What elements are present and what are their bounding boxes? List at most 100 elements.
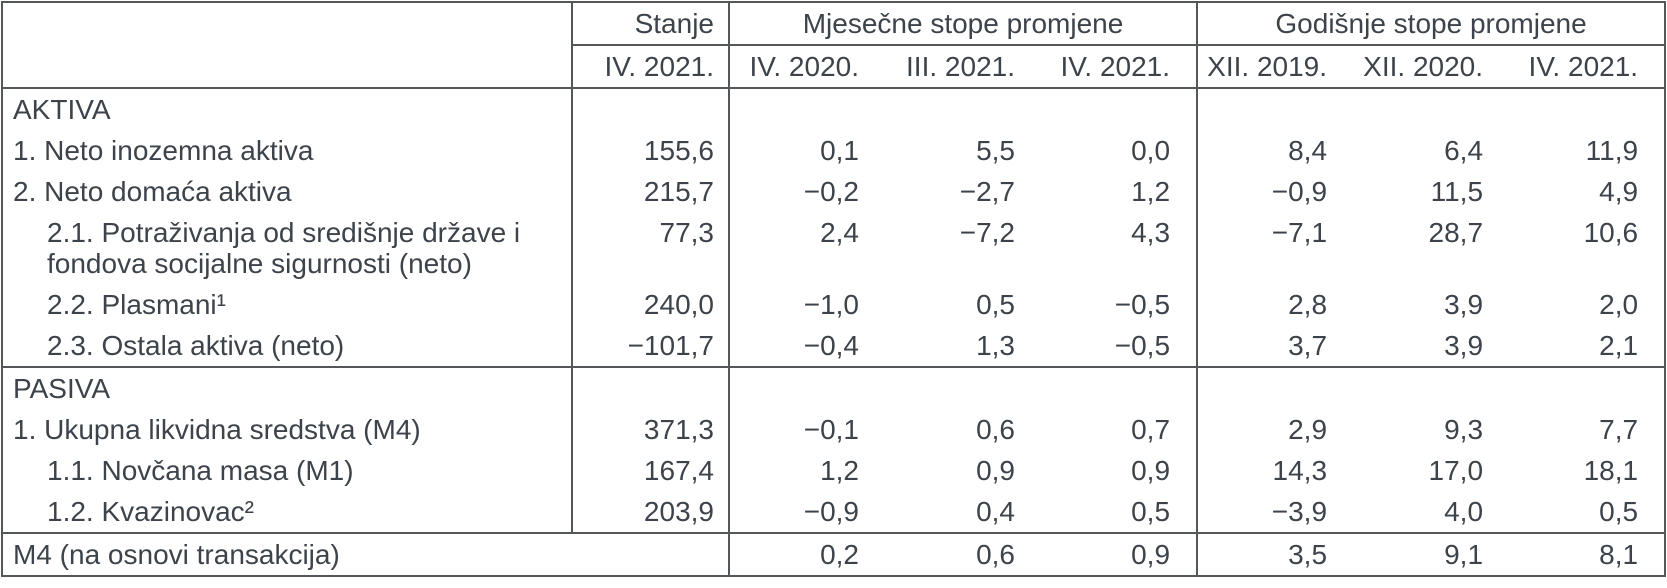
row-label: 2.3. Ostala aktiva (neto)	[47, 330, 345, 361]
cell-annual-1: 2,9	[1196, 409, 1354, 450]
cell-annual-3: 18,1	[1583, 455, 1639, 486]
cell-monthly-1	[728, 366, 885, 409]
cell-annual-1: −0,9	[1196, 171, 1354, 212]
cell-annual-1	[1196, 366, 1354, 409]
cell-annual-2: 28,7	[1428, 217, 1484, 248]
data-row-neto-domaca-aktiva: 2. Neto domaća aktiva 215,7 −0,2 −2,7 1,…	[2, 171, 1665, 212]
header-group-row: Stanje Mjesečne stope promjene Godišnje …	[2, 2, 1666, 89]
cell-stanje: 155,6	[571, 130, 729, 171]
header-stanje-title: Stanje	[571, 2, 729, 46]
cell-monthly-2	[885, 366, 1041, 409]
cell-monthly-2: 0,5	[976, 289, 1015, 320]
cell-annual-1	[1196, 88, 1354, 130]
cell-annual-1: −7,1	[1196, 212, 1354, 284]
cell-monthly-2: −2,7	[959, 176, 1015, 207]
cell-stanje: 371,3	[571, 409, 729, 450]
cell-monthly-2: 0,6	[976, 414, 1015, 445]
row-label: AKTIVA	[13, 94, 111, 125]
cell-annual-3: 4,9	[1599, 176, 1639, 207]
row-label: PASIVA	[2, 366, 572, 409]
cell-monthly-2	[885, 88, 1041, 130]
header-annual-period-3: IV. 2021.	[1509, 44, 1666, 89]
cell-annual-2: 3,9	[1444, 330, 1484, 361]
cell-annual-3: 11,9	[1585, 135, 1639, 166]
header-monthly-period-3: IV. 2021.	[1041, 44, 1198, 89]
cell-annual-1: −3,9	[1196, 491, 1354, 533]
cell-stanje: 167,4	[571, 450, 729, 491]
row-label: 1.1. Novčana masa (M1)	[47, 455, 354, 486]
cell-monthly-3	[1041, 366, 1198, 409]
cell-monthly-3: 0,9	[1041, 532, 1198, 576]
cell-monthly-3: −0,5	[1114, 330, 1171, 361]
cell-monthly-3: −0,5	[1114, 289, 1171, 320]
cell-monthly-1: 2,4	[728, 212, 885, 284]
header-label-column	[2, 2, 572, 89]
table-body: AKTIVA 1. Neto inozemna aktiva 155,6 0,1…	[2, 88, 1666, 576]
cell-stanje: −101,7	[571, 325, 729, 367]
cell-monthly-3: 0,5	[1131, 496, 1171, 527]
header-period-row: IV. 2021. IV. 2020. III. 2021. IV. 2021.…	[2, 44, 1666, 89]
cell-stanje: 203,9	[571, 491, 729, 533]
cell-stanje	[571, 88, 729, 130]
cell-annual-2: 17,0	[1428, 455, 1484, 486]
header-annual-period-1: XII. 2019.	[1196, 44, 1354, 89]
table-header: Stanje Mjesečne stope promjene Godišnje …	[2, 2, 1666, 89]
cell-monthly-1: 1,2	[728, 450, 885, 491]
header-annual-period-2: XII. 2020.	[1353, 44, 1510, 89]
monetary-aggregates-table: Stanje Mjesečne stope promjene Godišnje …	[1, 1, 1667, 577]
cell-annual-3: 2,0	[1599, 289, 1639, 320]
row-label: 2.2. Plasmani¹	[47, 289, 226, 320]
cell-stanje	[571, 366, 729, 409]
section-row-pasiva: PASIVA	[2, 366, 1666, 409]
header-stanje-period: IV. 2021.	[571, 44, 729, 89]
cell-annual-3	[1509, 88, 1665, 130]
data-row-plasmani: 2.2. Plasmani¹ 240,0 −1,0 0,5 −0,5 2,8 3…	[2, 284, 1665, 325]
data-row-kvazinovac: 1.2. Kvazinovac² 203,9 −0,9 0,4 0,5 −3,9…	[2, 491, 1665, 533]
cell-monthly-1: −0,2	[728, 171, 885, 212]
cell-monthly-3	[1041, 88, 1197, 130]
data-row-ukupna-likvidna-sredstva: 1. Ukupna likvidna sredstva (M4) 371,3 −…	[2, 409, 1665, 450]
footer-row-m4-transakcije: M4 (na osnovi transakcija) 0,2 0,6 0,9 3…	[2, 532, 1666, 576]
cell-stanje: 77,3	[571, 212, 729, 284]
cell-annual-3: 0,5	[1599, 496, 1639, 527]
row-label: 1. Neto inozemna aktiva	[13, 135, 314, 166]
cell-monthly-2: 0,4	[976, 496, 1015, 527]
header-annual-title: Godišnje stope promjene	[1196, 2, 1666, 46]
row-label: 1.2. Kvazinovac²	[47, 496, 254, 527]
row-label: 2.1. Potraživanja od središnje države i …	[47, 217, 521, 279]
cell-stanje: 215,7	[571, 171, 729, 212]
cell-monthly-1: 0,1	[728, 130, 885, 171]
cell-monthly-3: 0,7	[1131, 414, 1171, 445]
cell-monthly-2: 0,6	[885, 532, 1041, 576]
header-monthly-period-1: IV. 2020.	[728, 44, 885, 89]
cell-annual-1: 8,4	[1196, 130, 1354, 171]
cell-annual-2: 9,1	[1353, 532, 1510, 576]
cell-monthly-1	[728, 88, 885, 130]
header-monthly-period-2: III. 2021.	[885, 44, 1041, 89]
cell-monthly-3: 0,0	[1131, 135, 1171, 166]
cell-annual-3: 10,6	[1583, 217, 1639, 248]
cell-annual-2: 9,3	[1444, 414, 1484, 445]
cell-stanje: 240,0	[571, 284, 729, 325]
data-row-novcana-masa: 1.1. Novčana masa (M1) 167,4 1,2 0,9 0,9…	[2, 450, 1665, 491]
cell-annual-3: 8,1	[1509, 532, 1666, 576]
cell-monthly-2: 5,5	[976, 135, 1015, 166]
cell-monthly-1: −0,4	[728, 325, 885, 367]
cell-monthly-2: −7,2	[959, 217, 1015, 248]
cell-annual-3: 2,1	[1599, 330, 1639, 361]
cell-monthly-3: 0,9	[1131, 455, 1171, 486]
cell-monthly-1: −0,9	[728, 491, 885, 533]
data-row-neto-inozemna-aktiva: 1. Neto inozemna aktiva 155,6 0,1 5,5 0,…	[2, 130, 1665, 171]
cell-annual-2	[1353, 366, 1510, 409]
cell-annual-1: 3,5	[1196, 532, 1354, 576]
cell-annual-1: 2,8	[1196, 284, 1354, 325]
cell-annual-1: 3,7	[1196, 325, 1354, 367]
header-monthly-title: Mjesečne stope promjene	[727, 2, 1198, 46]
cell-annual-2: 6,4	[1444, 135, 1484, 166]
cell-monthly-2: 0,9	[976, 455, 1015, 486]
row-label: 2. Neto domaća aktiva	[13, 176, 292, 207]
cell-monthly-1: −1,0	[728, 284, 885, 325]
cell-annual-2: 4,0	[1444, 496, 1484, 527]
cell-annual-1: 14,3	[1196, 450, 1354, 491]
